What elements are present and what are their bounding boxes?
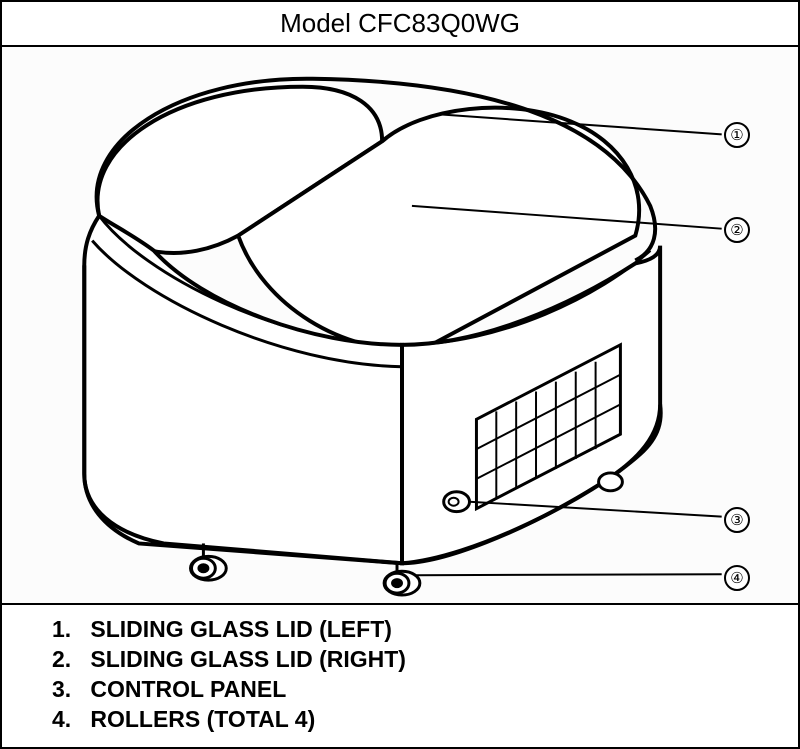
callout-2: ② xyxy=(724,217,750,243)
page-container: Model CFC83Q0WG xyxy=(0,0,800,721)
legend-item-3: 3. CONTROL PANEL xyxy=(52,675,748,705)
control-panel xyxy=(444,492,470,512)
freezer-body xyxy=(84,79,660,595)
freezer-diagram xyxy=(2,47,798,603)
legend-item-2: 2. SLIDING GLASS LID (RIGHT) xyxy=(52,645,748,675)
legend-cell: 1. SLIDING GLASS LID (LEFT) 2. SLIDING G… xyxy=(0,605,800,749)
diagram-cell: ① ② ③ ④ xyxy=(0,45,800,605)
legend-item-4: 4. ROLLERS (TOTAL 4) xyxy=(52,705,748,735)
roller-right xyxy=(599,473,623,491)
callout-4: ④ xyxy=(724,565,750,591)
legend-item-1: 1. SLIDING GLASS LID (LEFT) xyxy=(52,615,748,645)
model-title: Model CFC83Q0WG xyxy=(280,8,520,38)
roller-center xyxy=(384,563,420,595)
title-cell: Model CFC83Q0WG xyxy=(0,0,800,45)
callout-3: ③ xyxy=(724,507,750,533)
callout-1: ① xyxy=(724,122,750,148)
